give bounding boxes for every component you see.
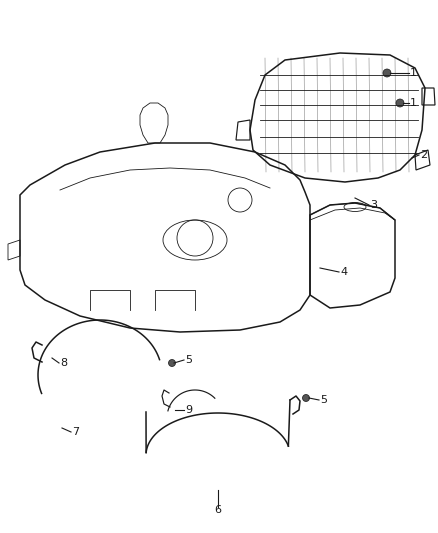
Text: 5: 5 xyxy=(185,355,192,365)
Text: 2: 2 xyxy=(420,150,427,160)
Text: 7: 7 xyxy=(72,427,79,437)
Circle shape xyxy=(169,359,176,367)
Text: 5: 5 xyxy=(320,395,327,405)
Text: 3: 3 xyxy=(370,200,377,210)
Text: 1: 1 xyxy=(410,98,417,108)
Circle shape xyxy=(303,394,310,401)
Text: 9: 9 xyxy=(185,405,192,415)
Text: 8: 8 xyxy=(60,358,67,368)
Circle shape xyxy=(396,99,404,107)
Text: 1: 1 xyxy=(410,68,417,78)
Text: 6: 6 xyxy=(215,505,222,515)
Text: 4: 4 xyxy=(340,267,347,277)
Circle shape xyxy=(383,69,391,77)
